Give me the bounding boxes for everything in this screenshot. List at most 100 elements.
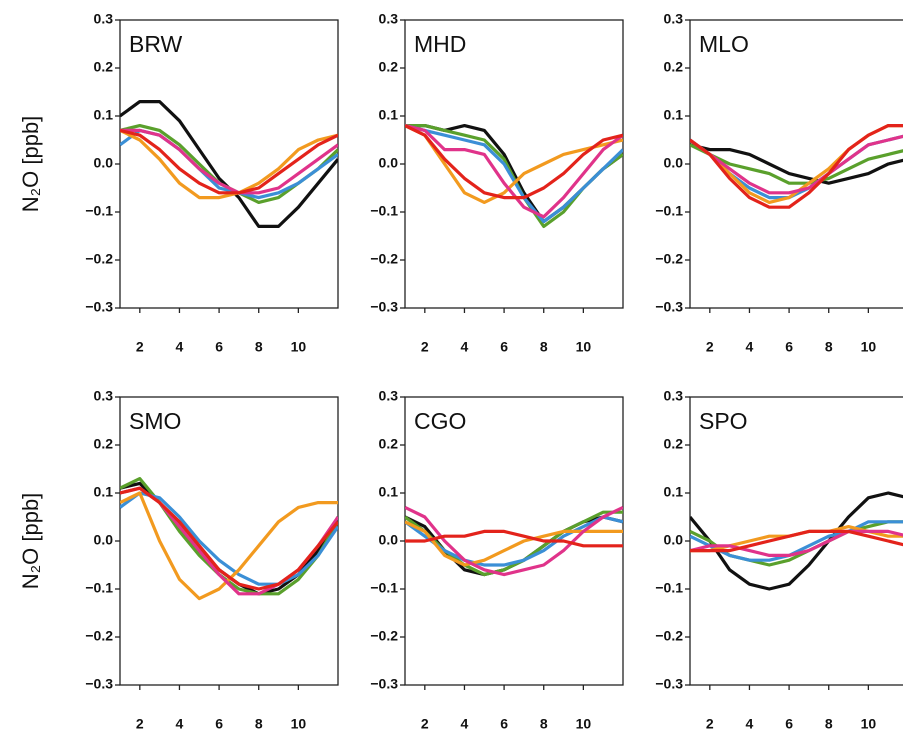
series-line (405, 124, 623, 204)
series-line (405, 124, 623, 219)
y-tick-label: 0.3 (379, 11, 399, 27)
y-tick-label: 0.0 (379, 532, 399, 548)
series-line (405, 529, 623, 548)
series-group (120, 99, 338, 228)
x-tick-label: 4 (746, 339, 754, 355)
panel-title: MLO (699, 31, 749, 57)
panel-title: CGO (414, 408, 466, 434)
panel-title: BRW (129, 31, 183, 57)
x-tick-label: 6 (785, 339, 793, 355)
plot-frame (119, 19, 339, 309)
y-tick-label: 0.1 (94, 484, 114, 500)
x-tick-label: 10 (861, 339, 877, 355)
x-tick-label: 8 (540, 339, 548, 355)
panel: −0.3 −0.2 −0.1 0.0 0.1 0.2 0.3 2 4 6 8 10 SMO N₂O [pp… (18, 388, 339, 732)
y-tick-label: −0.1 (370, 580, 398, 596)
y-tick-label: −0.2 (655, 251, 683, 267)
y-tick-label: −0.3 (655, 676, 683, 692)
y-tick-label: 0.1 (664, 484, 684, 500)
x-tick-label: 6 (500, 716, 508, 732)
series-line (690, 134, 903, 195)
y-tick-label: −0.3 (370, 676, 398, 692)
x-tick-label: 10 (861, 716, 877, 732)
y-tick-label: 0.0 (94, 532, 114, 548)
series-line (690, 143, 903, 185)
series-group (690, 491, 903, 591)
plot-frame (689, 396, 903, 686)
y-tick-label: −0.2 (370, 251, 398, 267)
series-group (405, 123, 623, 228)
y-tick-label: 0.2 (664, 59, 684, 75)
x-tick-label: 4 (461, 339, 469, 355)
panel: −0.3 −0.2 −0.1 0.0 0.1 0.2 0.3 2 4 6 8 10 BRW N₂O [pp… (18, 11, 339, 355)
y-tick-label: −0.3 (655, 299, 683, 315)
y-tick-label: 0.2 (379, 436, 399, 452)
series-group (405, 505, 623, 577)
series-line (120, 128, 338, 195)
series-line (120, 486, 338, 591)
series-line (120, 491, 338, 586)
y-tick-label: 0.1 (664, 107, 684, 123)
x-tick-label: 10 (576, 716, 592, 732)
x-tick-label: 6 (215, 716, 223, 732)
series-line (690, 491, 903, 591)
y-tick-label: 0.3 (664, 11, 684, 27)
panel: −0.3 −0.2 −0.1 0.0 0.1 0.2 0.3 2 4 6 8 10 MHD (370, 11, 624, 355)
x-tick-label: 8 (825, 716, 833, 732)
series-group (120, 477, 338, 601)
series-line (690, 529, 903, 553)
x-tick-label: 8 (540, 716, 548, 732)
y-tick-label: −0.3 (85, 676, 113, 692)
series-line (690, 520, 903, 562)
y-tick-label: −0.2 (655, 628, 683, 644)
x-tick-label: 10 (576, 339, 592, 355)
x-tick-label: 2 (706, 339, 714, 355)
x-tick-label: 2 (421, 339, 429, 355)
y-tick-label: 0.2 (94, 436, 114, 452)
y-tick-label: −0.2 (85, 251, 113, 267)
x-tick-label: 4 (461, 716, 469, 732)
x-tick-label: 4 (176, 716, 184, 732)
x-tick-label: 10 (291, 716, 307, 732)
y-tick-label: 0.3 (94, 11, 114, 27)
y-tick-label: −0.2 (85, 628, 113, 644)
y-tick-label: 0.2 (94, 59, 114, 75)
plot-frame (404, 19, 624, 309)
y-axis-label: N₂O [ppb] (18, 116, 43, 213)
y-tick-label: 0.1 (379, 107, 399, 123)
panel-title: SMO (129, 408, 181, 434)
x-tick-label: 6 (785, 716, 793, 732)
x-tick-label: 6 (215, 339, 223, 355)
x-tick-label: 8 (825, 339, 833, 355)
series-line (405, 124, 623, 224)
series-line (405, 124, 623, 200)
y-tick-label: −0.1 (655, 203, 683, 219)
x-tick-label: 6 (500, 339, 508, 355)
series-line (120, 491, 338, 601)
y-tick-label: −0.2 (370, 628, 398, 644)
series-group (690, 123, 903, 209)
plot-frame (119, 396, 339, 686)
y-tick-label: 0.2 (664, 436, 684, 452)
x-tick-label: 10 (291, 339, 307, 355)
x-tick-label: 2 (706, 716, 714, 732)
series-line (690, 529, 903, 558)
y-tick-label: 0.0 (94, 155, 114, 171)
series-line (120, 128, 338, 195)
series-line (405, 515, 623, 567)
x-tick-label: 2 (421, 716, 429, 732)
panel-title: SPO (699, 408, 748, 434)
y-tick-label: −0.3 (370, 299, 398, 315)
x-tick-label: 2 (136, 716, 144, 732)
y-axis-label: N₂O [ppb] (18, 493, 43, 590)
y-tick-label: −0.1 (85, 203, 113, 219)
panel: −0.3 −0.2 −0.1 0.0 0.1 0.2 0.3 2 4 6 8 10 CGO (370, 388, 624, 732)
panel: −0.3 −0.2 −0.1 0.0 0.1 0.2 0.3 2 4 6 8 10 SPO (655, 388, 903, 732)
series-line (120, 128, 338, 200)
y-tick-label: 0.0 (664, 532, 684, 548)
series-line (690, 123, 903, 209)
series-line (690, 143, 903, 185)
y-tick-label: 0.1 (379, 484, 399, 500)
x-tick-label: 4 (176, 339, 184, 355)
panel: −0.3 −0.2 −0.1 0.0 0.1 0.2 0.3 2 4 6 8 10 MLO (655, 11, 903, 355)
